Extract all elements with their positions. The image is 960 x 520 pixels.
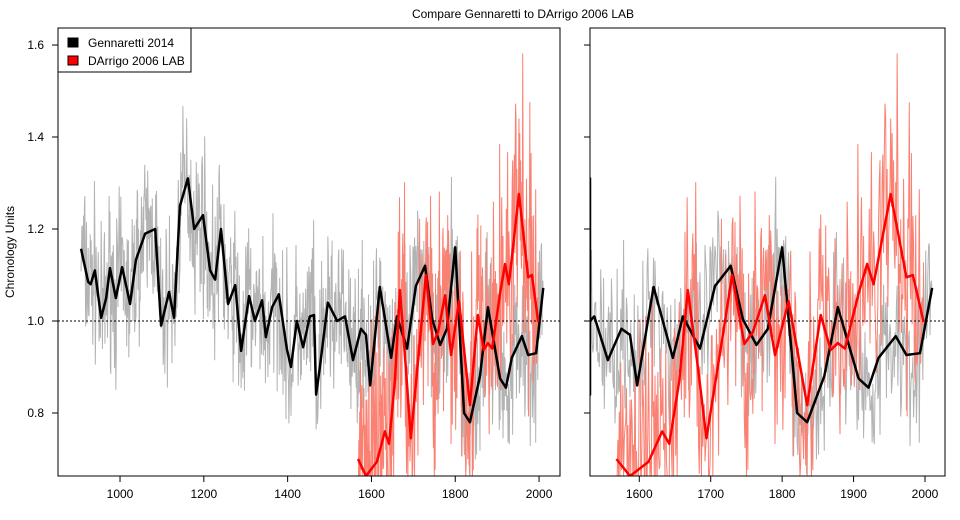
x-tick-label: 1200 — [190, 487, 217, 501]
y-tick-label: 1.4 — [27, 130, 44, 144]
smoothed-series-darrigo — [615, 192, 925, 476]
left-panel: 1000 1200 1400 1600 1800 2000 0.8 1.0 1.2 1.4 1.6 — [27, 27, 561, 501]
x-tick-label: 1900 — [840, 487, 867, 501]
legend-box — [57, 27, 192, 73]
y-tick-label: 0.8 — [27, 406, 44, 420]
x-tick-label: 1600 — [358, 487, 385, 501]
x-tick-label: 1700 — [697, 487, 724, 501]
y-tick-label: 1.0 — [27, 314, 44, 328]
right-panel: 1600 1700 1800 1900 2000 — [584, 27, 946, 501]
legend: Gennaretti 2014 DArrigo 2006 LAB — [57, 27, 192, 73]
x-tick-label: 2000 — [912, 487, 939, 501]
raw-series-gennaretti — [80, 105, 544, 476]
y-tick-label: 1.2 — [27, 222, 44, 236]
smoothed-series-gennaretti — [590, 177, 934, 424]
raw-series-darrigo — [357, 53, 539, 476]
x-tick-label: 1400 — [274, 487, 301, 501]
x-tick-label: 1000 — [107, 487, 134, 501]
y-axis-label: Chronology Units — [3, 206, 17, 298]
legend-swatch-gennaretti — [67, 37, 79, 48]
chart-title: Compare Gennaretti to DArrigo 2006 LAB — [412, 7, 634, 21]
smoothed-series-gennaretti — [79, 177, 545, 424]
y-tick-label: 1.6 — [27, 38, 44, 52]
x-tick-label: 2000 — [526, 487, 553, 501]
plot-frame — [589, 27, 946, 477]
legend-label-darrigo: DArrigo 2006 LAB — [88, 54, 185, 68]
raw-series-darrigo — [616, 53, 925, 476]
legend-swatch-darrigo — [67, 55, 79, 66]
x-tick-label: 1800 — [442, 487, 469, 501]
plot-frame — [57, 27, 561, 477]
x-tick-label: 1800 — [769, 487, 796, 501]
legend-label-gennaretti: Gennaretti 2014 — [88, 36, 174, 50]
x-tick-label: 1600 — [626, 487, 653, 501]
smoothed-series-darrigo — [356, 192, 540, 476]
raw-series-gennaretti — [590, 176, 933, 476]
